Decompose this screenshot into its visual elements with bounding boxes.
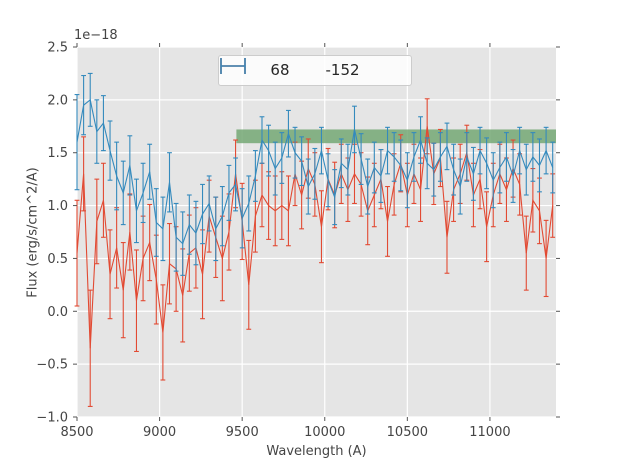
x-tick-label: 8500 [60,425,93,440]
x-tick-label: 10500 [387,425,428,440]
x-axis-label: Wavelength (A) [266,444,367,459]
y-tick-label: 2.0 [47,93,68,108]
plot-background [77,47,556,417]
series-line [76,98,554,245]
y-axis-offset-text: 1e−18 [74,28,118,43]
axis-ticks [73,43,560,421]
legend: 68 -152 [218,55,412,86]
y-tick-label: 0.5 [47,252,68,267]
x-tick-label: 9000 [143,425,176,440]
errorbar-glyph-blue [220,58,246,74]
legend-label-68: 68 [270,61,290,79]
x-tick-label: 11000 [469,425,510,440]
y-tick-label: 1.5 [47,146,68,161]
y-tick-label: 1.0 [47,199,68,214]
tick-labels: 8500 9000 9500 10000 10500 11000 −1.0 −0.5 0.0 0.… [36,41,510,441]
y-tick-label: −0.5 [36,358,68,373]
horizontal-band [236,129,557,144]
legend-entry-neg152: -152 [220,58,360,79]
x-tick-label: 10000 [304,425,345,440]
legend-entry-68: 68 [220,58,290,79]
x-tick-label: 9500 [226,425,259,440]
y-tick-label: −1.0 [36,411,68,426]
y-tick-label: 0.0 [47,305,68,320]
series--152 [74,72,556,276]
y-axis-label: Flux (erg/s/cm^2/A) [25,167,41,298]
legend-label-neg152: -152 [325,61,360,79]
y-tick-label: 2.5 [47,41,68,56]
